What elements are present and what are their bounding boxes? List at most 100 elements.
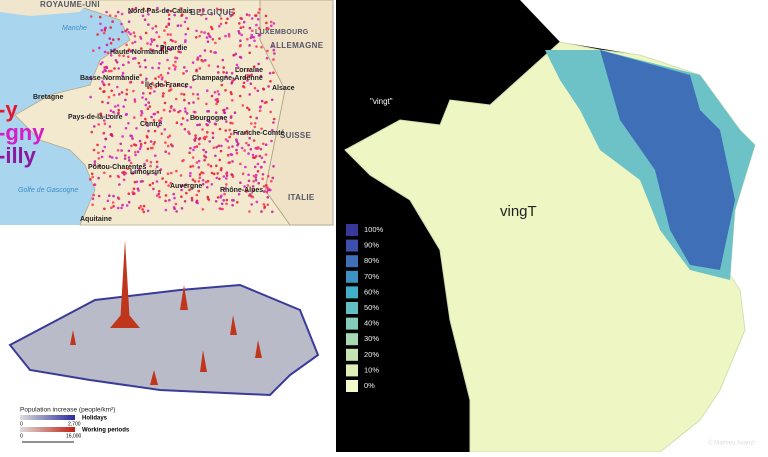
place-dot	[108, 14, 112, 17]
place-dot	[260, 156, 264, 160]
legend-label: 20%	[364, 350, 379, 359]
place-dot	[108, 125, 112, 128]
place-dot	[245, 190, 248, 193]
place-dot	[138, 147, 142, 151]
place-dot	[247, 179, 251, 183]
place-dot	[201, 182, 205, 186]
place-dot	[215, 7, 219, 11]
place-dot	[197, 138, 201, 141]
place-dot	[120, 149, 123, 152]
place-dot	[147, 23, 150, 26]
place-dot	[210, 171, 214, 175]
place-dots	[89, 6, 276, 214]
place-dot	[225, 174, 229, 177]
place-dot	[167, 17, 171, 21]
place-dot	[216, 196, 220, 199]
place-dot	[101, 61, 104, 64]
place-dot	[272, 71, 275, 74]
place-dot	[219, 22, 223, 26]
place-dot	[222, 66, 225, 69]
place-dot	[249, 148, 253, 151]
place-dot	[141, 180, 144, 183]
place-dot	[145, 159, 149, 162]
place-dot	[121, 203, 124, 207]
place-dot	[264, 143, 268, 146]
place-dot	[197, 159, 201, 163]
place-dot	[202, 137, 206, 140]
place-dot	[162, 108, 166, 112]
place-dot	[198, 142, 201, 146]
place-dot	[246, 184, 250, 187]
place-dot	[175, 210, 178, 213]
place-dot	[189, 171, 192, 175]
uk-land	[0, 0, 90, 16]
place-dot	[133, 100, 137, 103]
place-dot	[225, 202, 228, 206]
place-dot	[263, 205, 267, 208]
place-dot	[93, 183, 97, 186]
place-dot	[157, 83, 161, 86]
place-dot	[201, 59, 205, 63]
place-dot	[99, 22, 102, 26]
place-dot	[257, 34, 261, 37]
place-dot	[257, 181, 261, 185]
place-dot	[201, 208, 205, 211]
place-dot	[98, 164, 101, 167]
place-dot	[262, 142, 265, 146]
place-dot	[110, 133, 113, 136]
place-dot	[211, 136, 215, 139]
place-dot	[203, 31, 206, 34]
place-dot	[197, 189, 200, 193]
place-dot	[197, 180, 201, 183]
place-dot	[174, 65, 177, 68]
place-dot	[260, 45, 263, 49]
place-dot	[151, 66, 154, 70]
place-dot	[220, 167, 223, 170]
place-dot	[248, 210, 251, 213]
place-dot	[231, 198, 234, 202]
place-dot	[195, 193, 199, 197]
place-dot	[110, 89, 113, 93]
place-dot	[224, 89, 227, 92]
place-dot	[206, 131, 209, 134]
place-dot	[166, 58, 169, 62]
place-dot	[173, 68, 177, 71]
place-dot	[227, 34, 231, 38]
place-dot	[223, 187, 226, 191]
place-dot	[147, 129, 150, 133]
place-dot	[122, 178, 126, 182]
place-dot	[233, 111, 237, 114]
place-dot	[187, 101, 191, 105]
legend-swatch	[346, 224, 358, 236]
place-dot	[112, 194, 115, 198]
place-dot	[194, 134, 197, 137]
region-label: Picardie	[160, 45, 187, 52]
place-dot	[107, 95, 111, 99]
place-dot	[116, 149, 120, 152]
place-dot	[193, 110, 197, 114]
suffix: -illy	[0, 143, 37, 168]
place-dot	[250, 122, 253, 125]
place-dot	[122, 54, 125, 58]
place-dot	[111, 20, 114, 23]
place-dot	[224, 129, 227, 132]
place-dot	[144, 120, 148, 124]
place-dot	[213, 122, 217, 125]
place-dot	[249, 36, 253, 39]
place-dot	[252, 174, 256, 178]
place-dot	[267, 85, 270, 88]
place-dot	[164, 180, 168, 184]
place-dot	[168, 134, 172, 137]
place-dot	[227, 161, 230, 165]
place-dot	[192, 101, 195, 104]
place-dot	[132, 31, 136, 34]
place-dot	[163, 128, 167, 131]
place-dot	[202, 171, 205, 175]
place-dot	[196, 56, 200, 59]
region-label: Bretagne	[33, 94, 63, 101]
place-dot	[154, 85, 157, 89]
place-dot	[220, 202, 224, 206]
place-dot	[164, 150, 167, 153]
place-dot	[144, 103, 148, 107]
